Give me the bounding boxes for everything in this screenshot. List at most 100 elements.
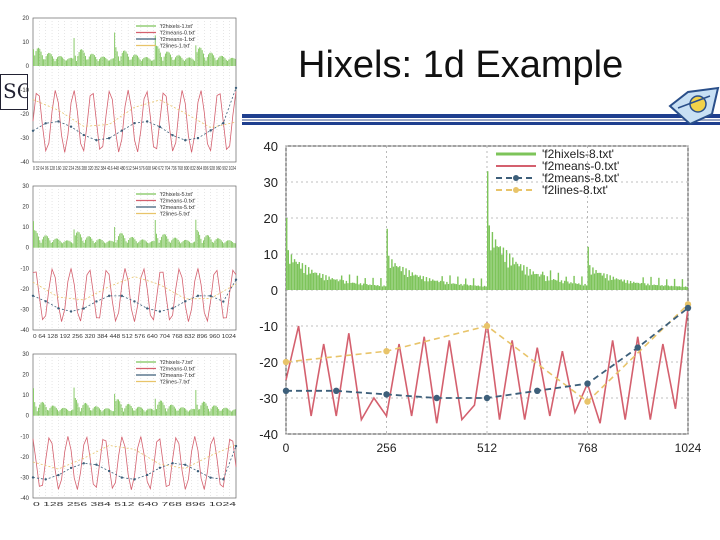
thumb-hixel-bar xyxy=(187,57,189,66)
thumb-hixel-bar xyxy=(120,404,122,416)
thumb-hixel-bar xyxy=(77,403,79,416)
thumb-hixel-bar xyxy=(164,408,166,416)
thumb-hixel-bar xyxy=(175,237,176,248)
thumb-hixel-bar xyxy=(35,230,37,248)
thumb-hixel-bar xyxy=(123,50,124,66)
hixel-bar xyxy=(496,246,498,290)
hixel-bar xyxy=(524,274,527,290)
thumb-means-point xyxy=(158,125,162,129)
x-tick-label: 512 xyxy=(477,441,497,455)
thumb-hixel-bar xyxy=(82,240,84,248)
thumb-hixel-bar xyxy=(145,241,147,248)
thumb-hixel-bar xyxy=(223,408,225,416)
hixel-bar xyxy=(446,281,448,290)
thumb-hixel-bar xyxy=(92,240,94,248)
thumb-hixel-bar xyxy=(116,51,118,66)
thumb-hixel-bar xyxy=(183,60,185,66)
thumb-hixel-bar xyxy=(96,406,98,416)
hixel-bar xyxy=(466,284,468,290)
thumb-hixel-bar xyxy=(185,239,187,248)
hixel-bar xyxy=(634,282,637,290)
hixel-bar xyxy=(443,281,445,290)
hixel-bar xyxy=(567,281,569,290)
hixel-bar xyxy=(386,228,388,290)
thumb-hixel-bar xyxy=(52,241,53,248)
hixel-bar xyxy=(425,277,428,290)
thumb-hixel-bar xyxy=(96,240,98,248)
thumb-hixel-bar xyxy=(206,234,208,248)
thumb-hixel-bar xyxy=(48,52,50,66)
hixel-bar xyxy=(438,282,440,290)
hixel-bar xyxy=(576,283,578,290)
hixel-bar xyxy=(664,285,666,290)
thumb-hixel-bar xyxy=(190,409,192,416)
thumb-hixel-bar xyxy=(43,402,45,416)
hixel-bar xyxy=(603,273,605,290)
hixel-bar xyxy=(518,266,520,290)
thumb-hixel-bar xyxy=(209,411,211,416)
thumb-hixel-bar xyxy=(69,241,71,248)
hixel-bar xyxy=(482,286,484,290)
thumb-hixel-bar xyxy=(107,408,109,416)
hixel-bar xyxy=(410,276,412,290)
thumb-hixel-bar xyxy=(73,387,75,416)
hixel-bar xyxy=(311,269,313,290)
hixel-bar xyxy=(433,280,436,290)
thumb-hixel-bar xyxy=(53,58,55,66)
hixel-bar xyxy=(479,286,481,290)
hixel-bar xyxy=(370,284,373,290)
thumb-y-tick: 20 xyxy=(22,16,29,22)
hixel-bar xyxy=(298,262,300,290)
thumb-hixel-bar xyxy=(74,398,76,416)
thumb-hixel-bar xyxy=(228,59,230,66)
hixel-bar xyxy=(562,283,564,290)
thumb-hixel-bar xyxy=(121,52,123,66)
thumb-hixel-bar xyxy=(58,239,60,248)
hixel-bar xyxy=(584,283,586,290)
thumb-means-point xyxy=(107,294,111,298)
hixel-bar xyxy=(405,268,407,290)
hixel-bar xyxy=(287,250,289,290)
hixel-bar xyxy=(631,283,633,290)
thumb-hixel-bar xyxy=(215,405,217,416)
thumb-hixel-bar xyxy=(72,58,74,66)
hixel-bar xyxy=(474,285,476,290)
thumb-hixel-bar xyxy=(150,60,152,66)
thumb-hixel-bar xyxy=(120,56,122,66)
thumb-hixel-bar xyxy=(55,58,57,66)
thumb-y-tick: 20 xyxy=(22,373,29,379)
thumb-hixel-bar xyxy=(95,406,97,416)
hixel-bar xyxy=(362,283,365,290)
thumb-hixel-bar xyxy=(52,56,53,66)
means-8-line-point xyxy=(282,387,290,394)
thumb-hixel-bar xyxy=(93,243,95,248)
thumb-hixel-bar xyxy=(214,405,216,416)
thumb-hixel-bar xyxy=(126,53,128,66)
thumb-hixel-bar xyxy=(166,236,168,248)
thumb-hixel-bar xyxy=(210,52,212,66)
thumb-hixel-bar xyxy=(178,55,180,66)
hixel-bar xyxy=(609,275,611,290)
thumb-hixel-bar xyxy=(98,59,100,66)
thumb-means-point xyxy=(234,444,238,448)
thumb-hixel-bar xyxy=(43,236,45,248)
hixel-bar xyxy=(644,283,646,290)
thumb-hixel-bar xyxy=(200,238,202,248)
hixel-bar xyxy=(549,270,552,290)
thumb-hixel-bar xyxy=(138,406,140,416)
hixel-bar xyxy=(585,285,588,290)
hixel-bar xyxy=(606,274,608,290)
thumb-hixel-bar xyxy=(130,237,132,248)
hixel-bar xyxy=(681,279,684,290)
thumb-hixel-bar xyxy=(213,242,215,248)
thumb-hixel-bar xyxy=(142,59,144,66)
hixel-bar xyxy=(345,280,348,290)
thumb-hixel-bar xyxy=(190,57,192,66)
thumb-hixel-bar xyxy=(152,409,154,416)
thumb-lines-line xyxy=(32,444,237,470)
y-tick-label: 30 xyxy=(264,175,278,190)
thumb-hixel-bar xyxy=(109,240,111,248)
hixel-bar xyxy=(579,284,582,290)
thumb-hixel-bar xyxy=(57,409,59,416)
thumb-hixel-bar xyxy=(234,58,236,66)
